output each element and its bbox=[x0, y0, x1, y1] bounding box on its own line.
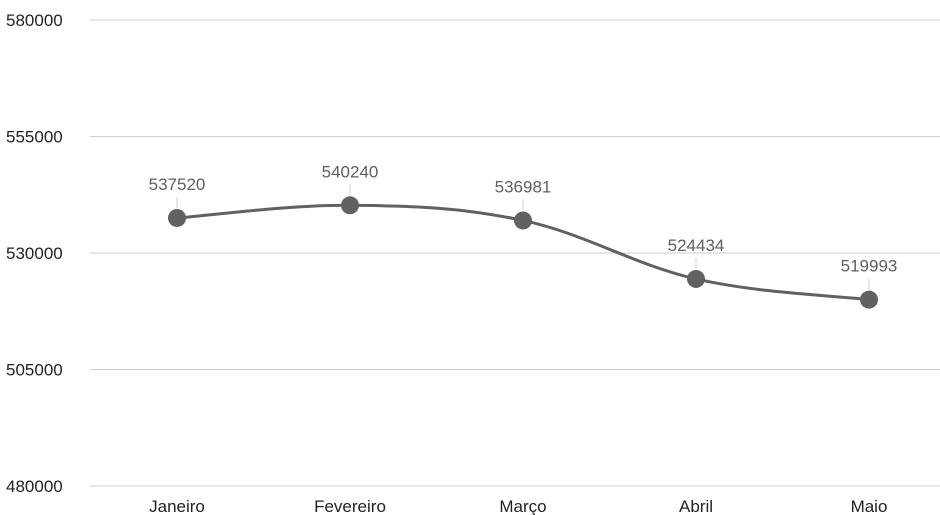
y-tick-label: 505000 bbox=[6, 361, 63, 380]
y-axis: 580000 555000 530000 505000 480000 bbox=[6, 11, 63, 496]
y-tick-label: 530000 bbox=[6, 244, 63, 263]
data-point bbox=[860, 290, 878, 309]
y-tick-label: 580000 bbox=[6, 11, 63, 30]
data-label-layer: 537520 540240 536981 524434 519993 bbox=[149, 162, 898, 290]
x-tick-label: Abril bbox=[679, 497, 713, 515]
data-label: 519993 bbox=[841, 257, 898, 276]
data-label: 537520 bbox=[149, 175, 206, 194]
x-tick-label: Maio bbox=[851, 497, 888, 515]
x-tick-label: Janeiro bbox=[149, 497, 205, 515]
data-label: 524434 bbox=[668, 236, 725, 255]
data-label: 540240 bbox=[322, 162, 379, 181]
data-point bbox=[168, 208, 186, 227]
series-layer bbox=[168, 196, 878, 309]
x-tick-label: Março bbox=[499, 497, 546, 515]
data-point bbox=[341, 196, 359, 215]
y-tick-label: 555000 bbox=[6, 128, 63, 147]
data-label: 536981 bbox=[495, 177, 552, 196]
x-axis: Janeiro Fevereiro Março Abril Maio bbox=[149, 497, 887, 515]
y-tick-label: 480000 bbox=[6, 477, 63, 496]
data-point bbox=[687, 269, 705, 288]
data-point bbox=[514, 211, 532, 230]
gridlines bbox=[90, 19, 940, 487]
x-tick-label: Fevereiro bbox=[314, 497, 386, 515]
